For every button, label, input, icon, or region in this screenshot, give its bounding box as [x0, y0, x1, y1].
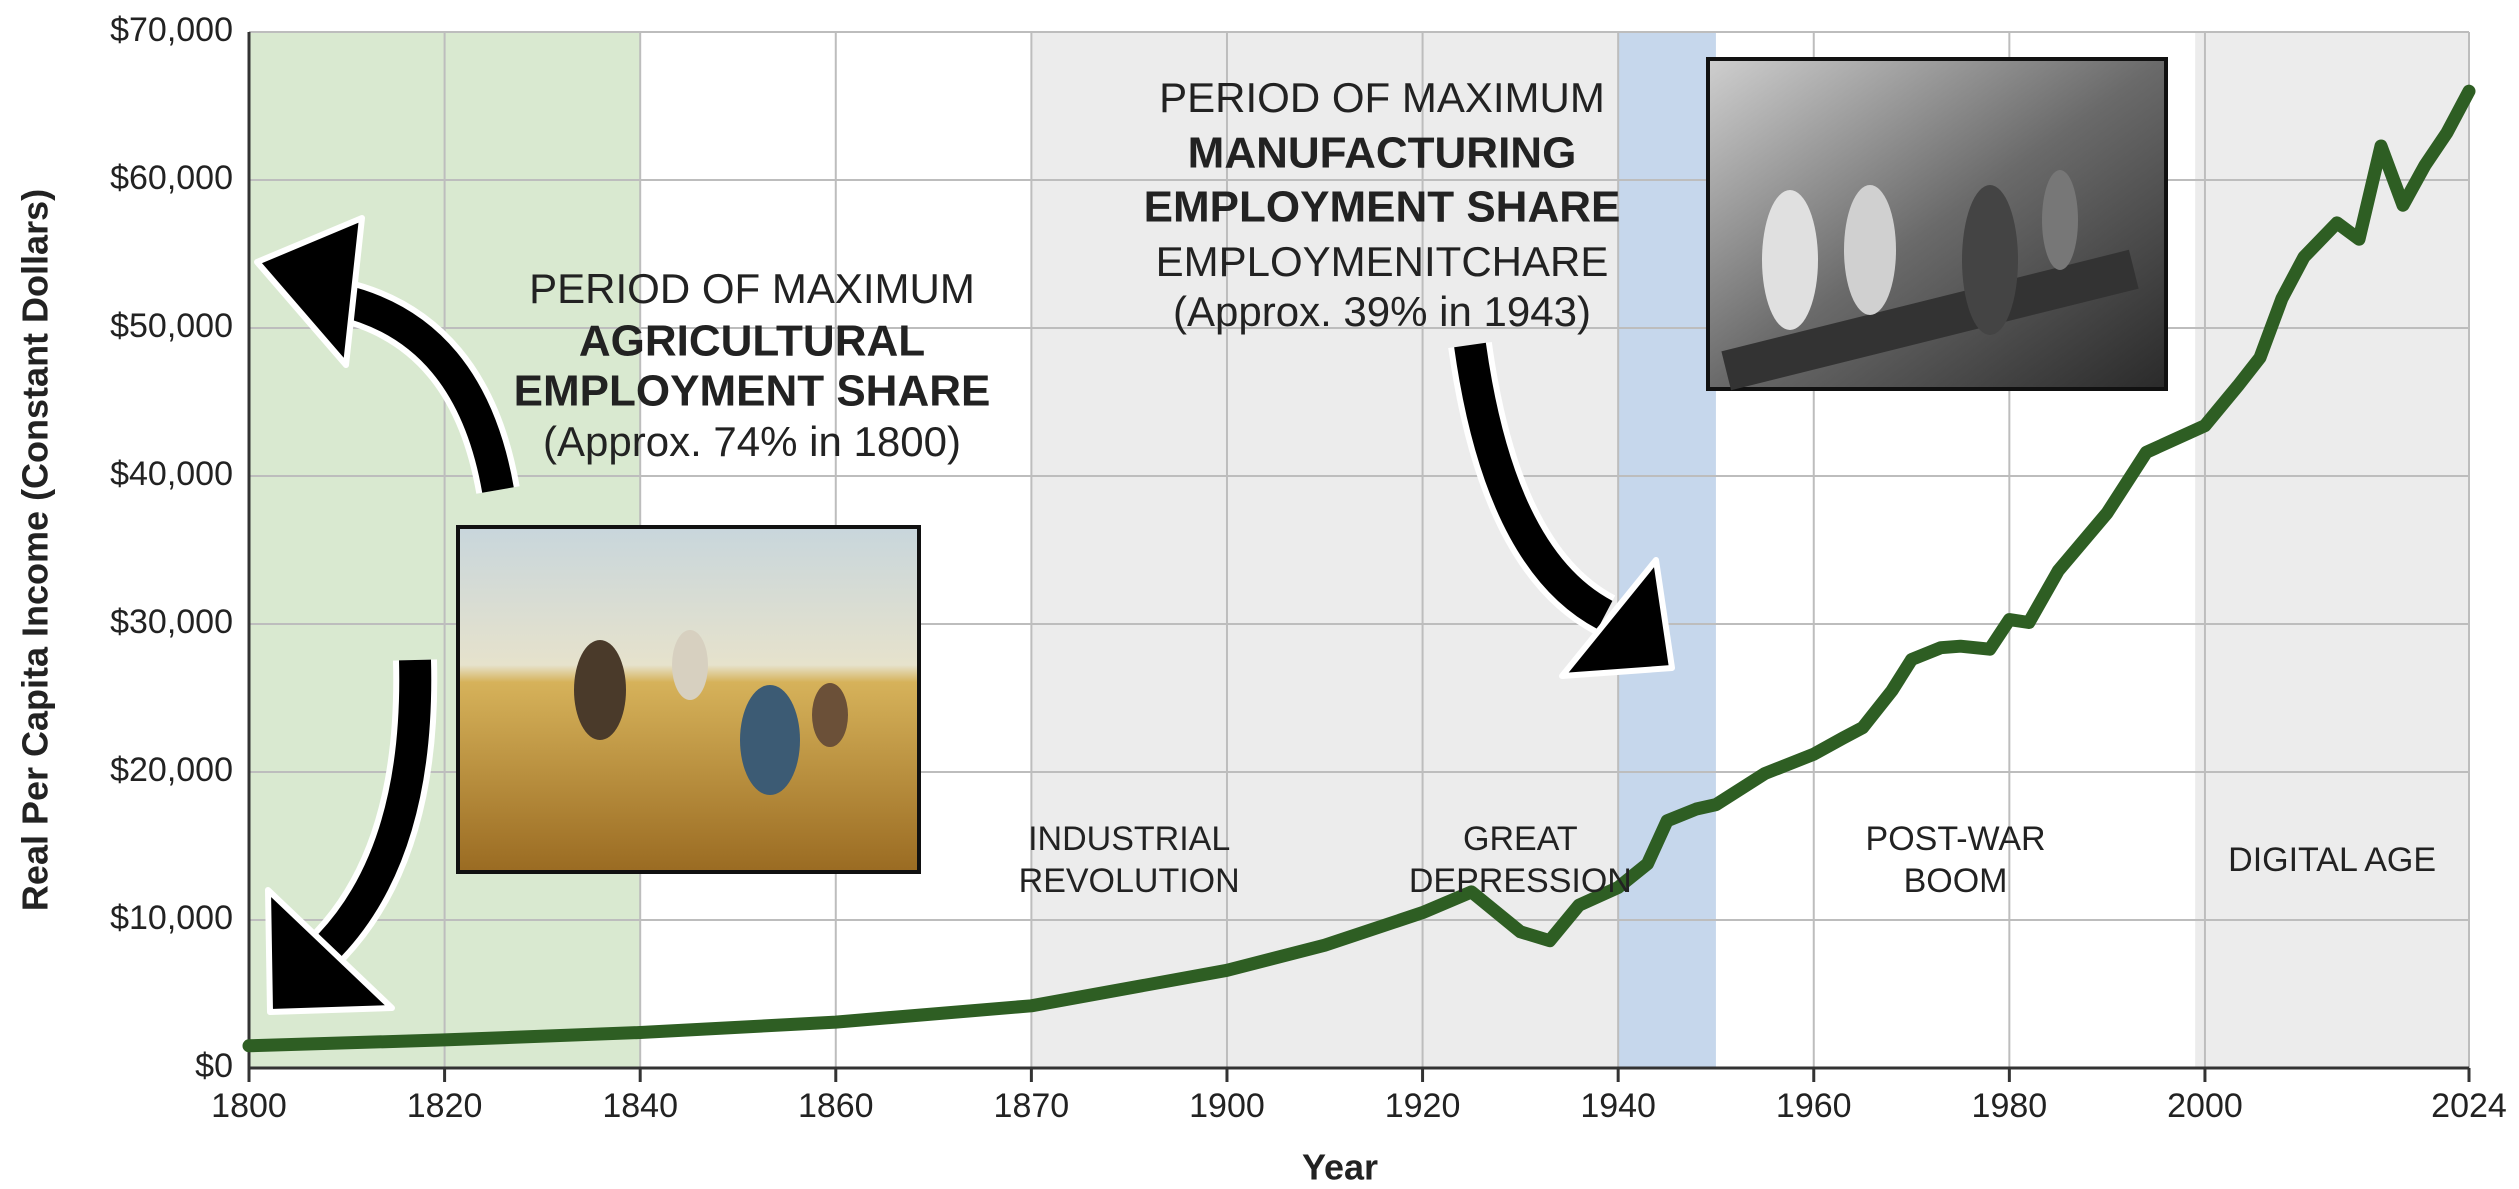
x-tick-label: 1820 — [407, 1087, 483, 1125]
y-tick-label: $10,000 — [110, 899, 233, 937]
x-tick-label: 1800 — [211, 1087, 287, 1125]
annotation-text: MANUFACTURING — [1188, 129, 1577, 178]
y-tick-label: $30,000 — [110, 603, 233, 641]
y-tick-label: $0 — [195, 1047, 233, 1085]
annotation-text: EMPLOYMENITCHARE — [1156, 238, 1609, 285]
x-tick-label: 2000 — [2167, 1087, 2243, 1125]
annotation-text: EMPLOYMENT SHARE — [1144, 183, 1621, 232]
x-tick-label: 1960 — [1776, 1087, 1852, 1125]
y-tick-label: $50,000 — [110, 307, 233, 345]
x-tick-label: 1920 — [1385, 1087, 1461, 1125]
period-label: POST-WAR — [1866, 820, 2046, 858]
period-band — [2195, 32, 2469, 1068]
grid: $0 $10,000 $20,000 $30,000 $40,000 $50,000 $60… — [110, 11, 2507, 1125]
y-tick-label: $20,000 — [110, 751, 233, 789]
annotation-text: (Approx. 74% in 1800) — [543, 418, 961, 465]
periods — [249, 32, 2469, 1068]
illustrations — [254, 57, 2168, 1015]
annotations: INDUSTRIAL REVOLUTION GREAT DEPRESSION POST-… — [514, 74, 2436, 900]
x-tick-label: 1980 — [1972, 1087, 2048, 1125]
period-band — [1618, 32, 1716, 1068]
arrows — [254, 215, 1675, 1015]
x-tick-label: 1860 — [798, 1087, 874, 1125]
annotation-text: EMPLOYMENT SHARE — [514, 367, 991, 416]
period-label: DIGITAL AGE — [2228, 841, 2436, 879]
period-label: BOOM — [1904, 862, 2008, 900]
annotation-text: PERIOD OF MAXIMUM — [529, 265, 975, 312]
period-label: DEPRESSION — [1409, 862, 1632, 900]
x-tick-label: 2024 — [2431, 1087, 2507, 1125]
x-tick-label: 1940 — [1580, 1087, 1656, 1125]
y-tick-label: $70,000 — [110, 11, 233, 49]
x-tick-label: 1870 — [994, 1087, 1070, 1125]
period-label: GREAT — [1463, 820, 1578, 858]
x-tick-label: 1840 — [602, 1087, 678, 1125]
x-axis-label: Year — [1302, 1147, 1378, 1188]
annotation-text: AGRICULTURAL — [579, 317, 925, 366]
factory-photo — [1706, 57, 2168, 391]
period-label: INDUSTRIAL — [1028, 820, 1230, 858]
period-label: REVOLUTION — [1019, 862, 1240, 900]
annotation-text: PERIOD OF MAXIMUM — [1159, 74, 1605, 121]
y-tick-label: $60,000 — [110, 159, 233, 197]
y-axis-label: Real Per Capita Income (Constant Dollars… — [15, 189, 56, 911]
period-band — [1226, 32, 1423, 1068]
period-band — [1031, 32, 1227, 1068]
income-line — [242, 84, 2476, 1053]
x-tick-label: 1900 — [1189, 1087, 1265, 1125]
y-tick-label: $40,000 — [110, 455, 233, 493]
plot — [242, 84, 2476, 1053]
annotation-text: (Approx. 39% in 1943) — [1173, 288, 1591, 335]
farm-photo — [456, 525, 921, 874]
